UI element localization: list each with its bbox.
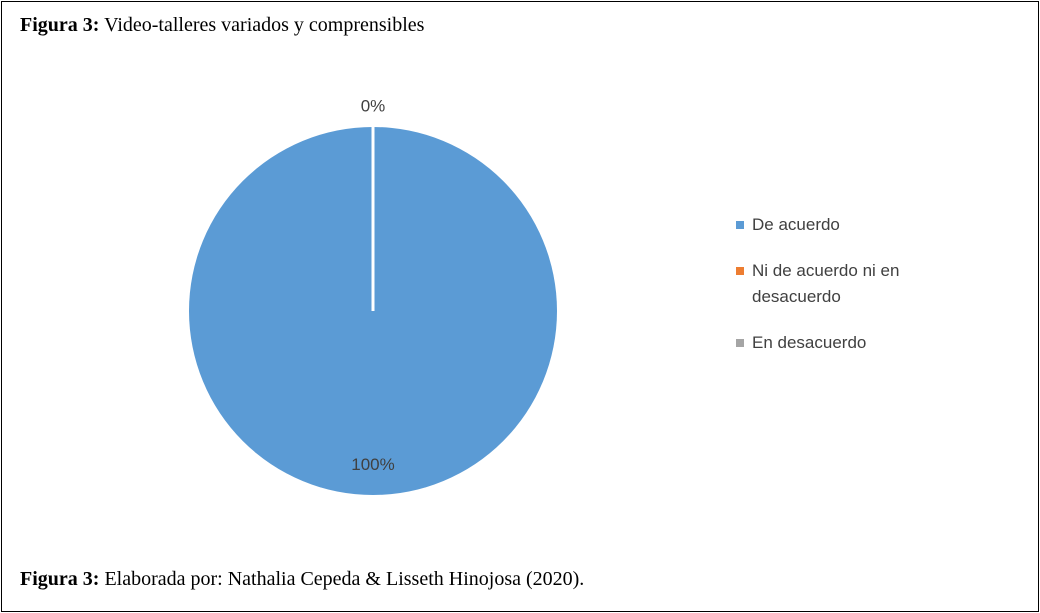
data-label: 0%: [361, 96, 386, 115]
legend-item: De acuerdo: [736, 212, 951, 238]
caption-label: Figura 3:: [20, 568, 100, 590]
legend: De acuerdo Ni de acuerdo ni en desacuerdo…: [736, 212, 951, 376]
legend-swatch: [736, 339, 744, 347]
legend-swatch: [736, 267, 744, 275]
figure-label: Figura 3:: [20, 14, 100, 36]
title-text: Video-talleres variados y comprensibles: [104, 14, 425, 36]
legend-label: En desacuerdo: [752, 333, 867, 352]
figure-caption: Figura 3: Elaborada por: Nathalia Cepeda…: [20, 568, 584, 591]
legend-item: Ni de acuerdo ni en desacuerdo: [736, 258, 951, 310]
data-label: 100%: [351, 455, 394, 474]
figure-title: Figura 3: Video-talleres variados y comp…: [20, 14, 424, 37]
legend-item: En desacuerdo: [736, 330, 951, 356]
legend-swatch: [736, 221, 744, 229]
legend-label: Ni de acuerdo ni en desacuerdo: [752, 261, 900, 306]
caption-text: Elaborada por: Nathalia Cepeda & Lisseth…: [104, 568, 585, 590]
legend-label: De acuerdo: [752, 215, 840, 234]
